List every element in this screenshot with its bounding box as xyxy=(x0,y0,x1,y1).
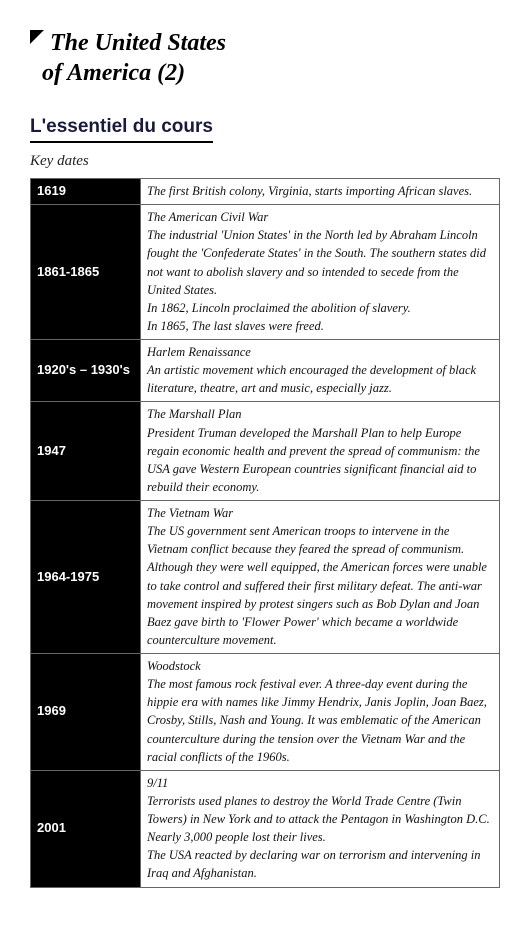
year-cell: 1964-1975 xyxy=(31,501,141,654)
table-row: 1964-1975The Vietnam WarThe US governmen… xyxy=(31,501,500,654)
triangle-marker-icon xyxy=(30,30,44,44)
event-title: The American Civil War xyxy=(147,208,493,226)
event-body-line: The US government sent American troops t… xyxy=(147,522,493,649)
description-cell: The American Civil WarThe industrial 'Un… xyxy=(141,205,500,340)
event-title: Harlem Renaissance xyxy=(147,343,493,361)
event-body-line: An artistic movement which encouraged th… xyxy=(147,361,493,397)
description-cell: Harlem RenaissanceAn artistic movement w… xyxy=(141,340,500,402)
description-cell: The first British colony, Virginia, star… xyxy=(141,179,500,205)
event-body-line: The USA reacted by declaring war on terr… xyxy=(147,846,493,882)
year-cell: 1619 xyxy=(31,179,141,205)
description-cell: 9/11Terrorists used planes to destroy th… xyxy=(141,770,500,887)
table-row: 1619 The first British colony, Virginia, … xyxy=(31,179,500,205)
event-title: The Marshall Plan xyxy=(147,405,493,423)
description-cell: WoodstockThe most famous rock festival e… xyxy=(141,654,500,771)
year-cell: 1861-1865 xyxy=(31,205,141,340)
table-row: 1947The Marshall PlanPresident Truman de… xyxy=(31,402,500,501)
year-cell: 1947 xyxy=(31,402,141,501)
table-row: 1861-1865The American Civil WarThe indus… xyxy=(31,205,500,340)
event-title: Woodstock xyxy=(147,657,493,675)
table-row: 20019/11Terrorists used planes to destro… xyxy=(31,770,500,887)
description-cell: The Vietnam WarThe US government sent Am… xyxy=(141,501,500,654)
event-title: 9/11 xyxy=(147,774,493,792)
key-dates-table: 1619 The first British colony, Virginia, … xyxy=(30,178,500,888)
table-row: 1920's – 1930'sHarlem RenaissanceAn arti… xyxy=(31,340,500,402)
section-subhead: Key dates xyxy=(30,153,500,170)
page-title-line1: The United States xyxy=(42,28,500,58)
event-body-line: In 1862, Lincoln proclaimed the abolitio… xyxy=(147,299,493,317)
event-body-line: The first British colony, Virginia, star… xyxy=(147,182,493,200)
event-body-line: The industrial 'Union States' in the Nor… xyxy=(147,226,493,299)
event-body-line: President Truman developed the Marshall … xyxy=(147,424,493,497)
year-cell: 2001 xyxy=(31,770,141,887)
year-cell: 1920's – 1930's xyxy=(31,340,141,402)
year-cell: 1969 xyxy=(31,654,141,771)
event-body-line: The most famous rock festival ever. A th… xyxy=(147,675,493,766)
description-cell: The Marshall PlanPresident Truman develo… xyxy=(141,402,500,501)
page-header: The United States of America (2) xyxy=(30,28,500,88)
table-row: 1969WoodstockThe most famous rock festiv… xyxy=(31,654,500,771)
event-title: The Vietnam War xyxy=(147,504,493,522)
section-title: L'essentiel du cours xyxy=(30,116,213,143)
event-body-line: In 1865, The last slaves were freed. xyxy=(147,317,493,335)
event-body-line: Terrorists used planes to destroy the Wo… xyxy=(147,792,493,846)
page-title-line2: of America (2) xyxy=(42,58,500,88)
